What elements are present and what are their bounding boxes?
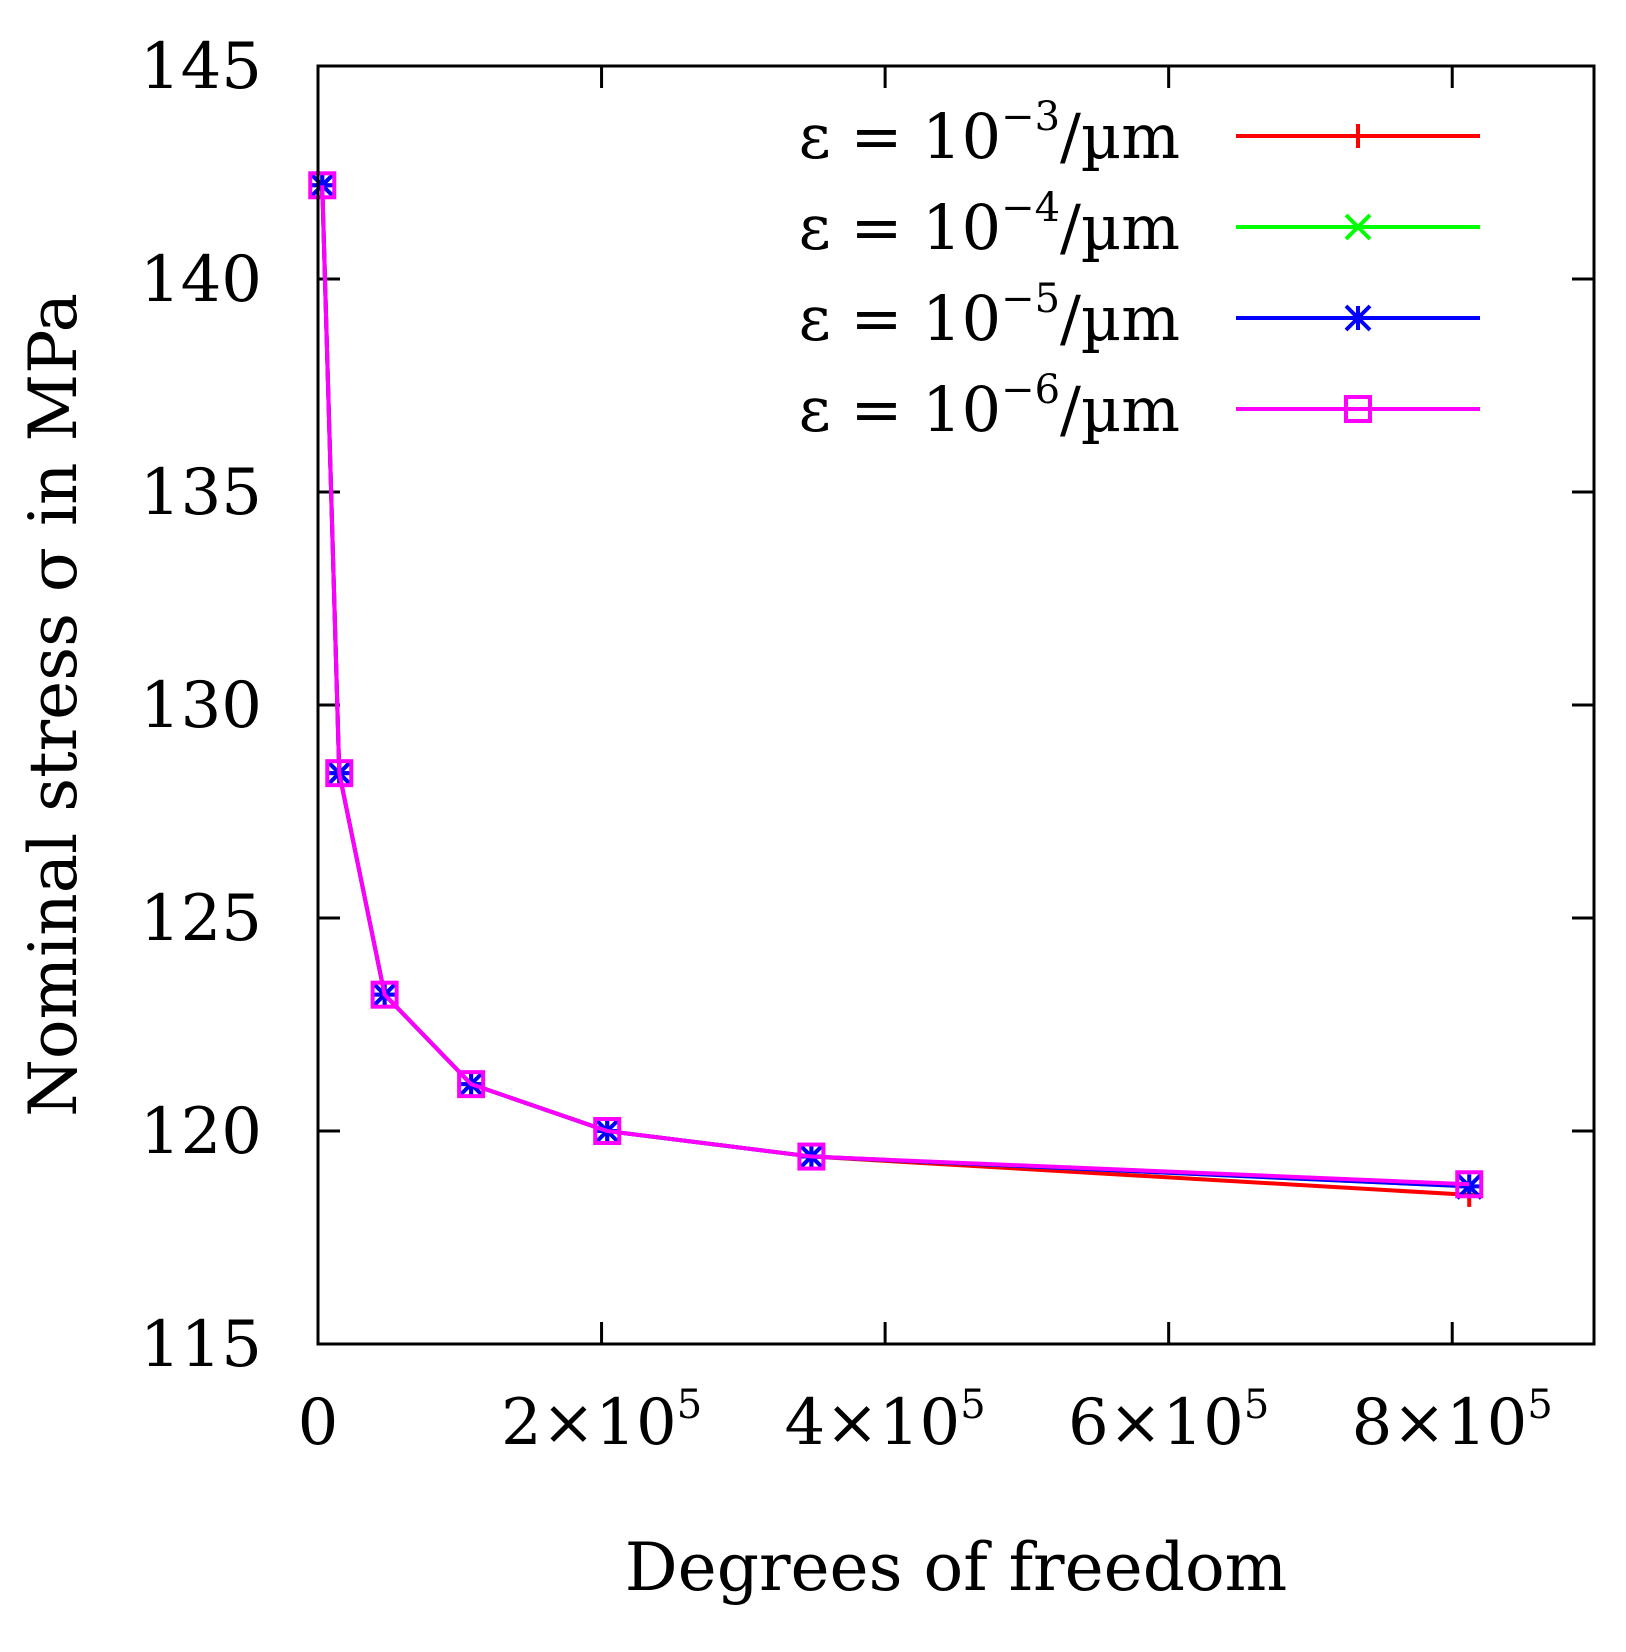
x-tick-base: 4×10 [784, 1386, 960, 1460]
legend-label: ε = 10−6/µm [799, 367, 1180, 446]
x-axis-ticks: 0 2×105 4×105 6×105 8×105 [298, 66, 1553, 1460]
x-tick-label: 4×105 [784, 1382, 985, 1460]
legend-marker [1346, 124, 1370, 148]
x-tick-exponent: 5 [1244, 1382, 1269, 1428]
legend-label: ε = 10−5/µm [799, 276, 1180, 355]
data-point [308, 171, 337, 200]
y-tick-label: 145 [140, 30, 262, 104]
y-axis-ticks: 115 120 125 130 135 140 145 [140, 30, 1594, 1382]
legend-entry: ε = 10−5/µm [799, 276, 1480, 355]
x-tick-exponent: 5 [960, 1382, 985, 1428]
legend-entry: ε = 10−3/µm [799, 94, 1480, 173]
legend-marker [1344, 395, 1372, 423]
legend-entry: ε = 10−6/µm [799, 367, 1480, 446]
legend-entry: ε = 10−4/µm [799, 185, 1480, 264]
plot-frame [316, 64, 1596, 1346]
x-tick-exponent: 5 [677, 1382, 702, 1428]
x-tick-base: 6×10 [1068, 1386, 1244, 1460]
x-tick-exponent: 5 [1527, 1382, 1552, 1428]
data-point [797, 1142, 826, 1171]
y-tick-label: 115 [140, 1308, 262, 1382]
data-point [325, 759, 354, 788]
series-line [320, 185, 1470, 1187]
x-tick-base: 8×10 [1352, 1386, 1528, 1460]
x-tick-label: 6×105 [1068, 1382, 1269, 1460]
y-tick-label: 130 [140, 669, 262, 743]
x-tick-base: 2×10 [501, 1386, 677, 1460]
legend-marker [1344, 213, 1372, 241]
x-tick-label: 2×105 [501, 1382, 702, 1460]
y-tick-label: 135 [140, 456, 262, 530]
data-point [370, 980, 399, 1009]
y-axis-title: Nominal stress σ in MPa [15, 293, 92, 1117]
series-layer [308, 171, 1484, 1207]
x-tick-base: 0 [298, 1386, 339, 1460]
y-tick-label: 125 [140, 882, 262, 956]
data-point [457, 1070, 486, 1099]
x-tick-label: 0 [298, 1386, 339, 1460]
y-tick-label: 120 [140, 1095, 262, 1169]
legend-label: ε = 10−4/µm [799, 185, 1180, 264]
legend-marker [1344, 304, 1372, 332]
y-tick-label: 140 [140, 243, 262, 317]
legend: ε = 10−3/µm ε = 10−4/µm ε = 10−5/µm ε = 10−… [799, 94, 1480, 446]
x-tick-label: 8×105 [1352, 1382, 1553, 1460]
data-point [1455, 1170, 1484, 1199]
series-4 [308, 171, 1484, 1199]
x-axis-title: Degrees of freedom [625, 1529, 1288, 1606]
data-point [593, 1117, 622, 1145]
legend-label: ε = 10−3/µm [799, 94, 1180, 173]
